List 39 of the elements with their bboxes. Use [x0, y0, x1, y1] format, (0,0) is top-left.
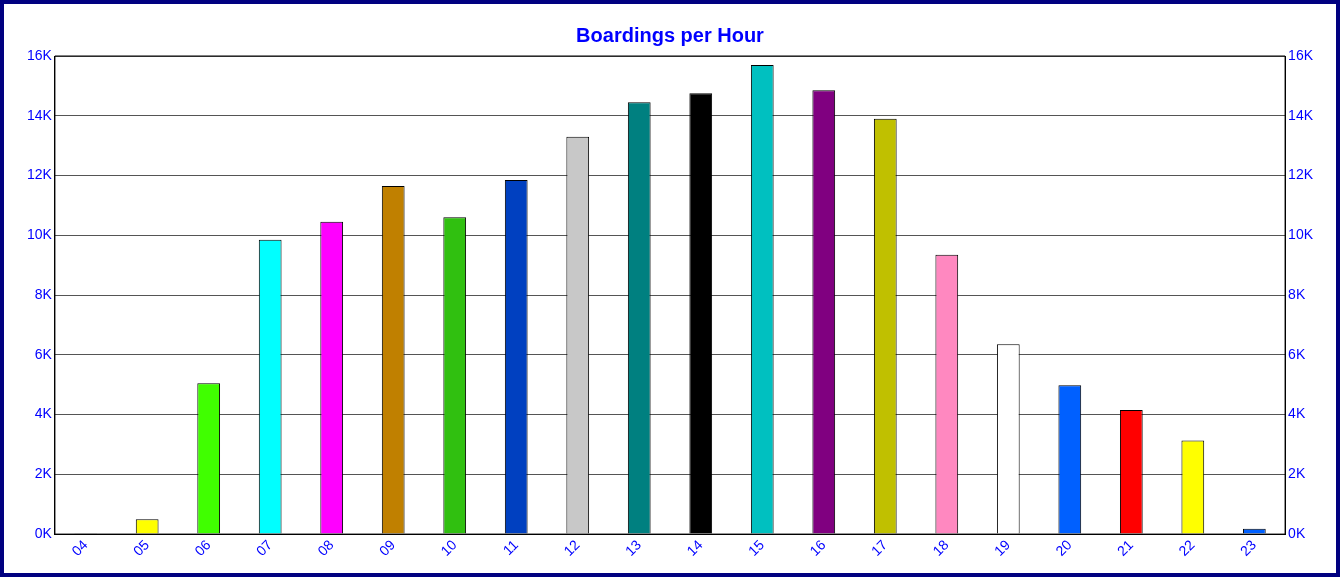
x-tick-label: 06 — [191, 536, 214, 559]
x-tick-label: 23 — [1236, 536, 1260, 559]
x-tick-label: 07 — [252, 536, 276, 559]
y2-tick-label: 16K — [1288, 46, 1314, 63]
x-tick-label: 17 — [867, 536, 891, 559]
x-tick-label: 12 — [560, 536, 583, 559]
y-tick-label: 6K — [34, 345, 53, 362]
x-tick-label: 16 — [806, 536, 829, 559]
y-tick-label: 4K — [34, 405, 53, 422]
x-tick-label: 04 — [68, 536, 91, 559]
x-tick-label: 08 — [314, 536, 337, 559]
y-tick-label: 14K — [26, 106, 53, 123]
y2-tick-label: 2K — [1288, 465, 1306, 482]
y-tick-label: 8K — [34, 285, 53, 302]
y-tick-label: 2K — [34, 465, 53, 482]
y-tick-label: 16K — [26, 46, 53, 63]
x-tick-label: 13 — [621, 536, 645, 559]
chart-title: Boardings per Hour — [576, 23, 765, 46]
x-tick-label: 22 — [1175, 536, 1198, 559]
y-tick-label: 10K — [26, 226, 53, 243]
x-tick-label: 21 — [1113, 536, 1137, 559]
x-tick-label: 14 — [683, 536, 706, 559]
x-tick-label: 19 — [990, 536, 1014, 559]
x-tick-label: 09 — [375, 536, 399, 559]
y2-tick-label: 8K — [1288, 285, 1306, 302]
y-tick-label: 12K — [26, 166, 53, 183]
y2-tick-label: 14K — [1288, 106, 1314, 123]
y2-tick-label: 4K — [1288, 405, 1306, 422]
x-tick-label: 10 — [437, 536, 460, 559]
x-tick-label: 20 — [1052, 536, 1075, 559]
x-tick-label: 05 — [129, 536, 153, 559]
x-tick-label: 15 — [744, 536, 768, 559]
y-tick-label: 0K — [34, 524, 53, 541]
x-tick-label: 11 — [499, 536, 522, 559]
x-tick-label: 18 — [929, 536, 952, 559]
y2-tick-label: 10K — [1288, 226, 1314, 243]
y2-tick-label: 6K — [1288, 345, 1306, 362]
y2-tick-label: 12K — [1288, 166, 1314, 183]
y2-tick-label: 0K — [1288, 524, 1306, 541]
